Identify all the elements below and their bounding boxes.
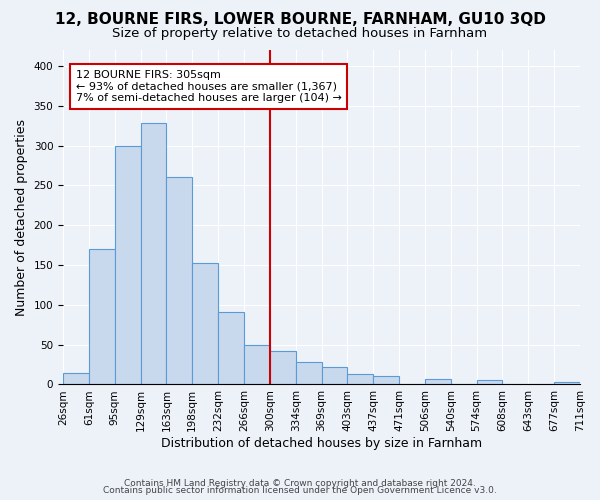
Bar (244, 344, 270, 385)
Text: Contains public sector information licensed under the Open Government Licence v3: Contains public sector information licen… (103, 486, 497, 495)
Text: Contains HM Land Registry data © Crown copyright and database right 2024.: Contains HM Land Registry data © Crown c… (124, 478, 476, 488)
Bar (347, 374, 373, 384)
Bar (296, 362, 322, 384)
Bar (270, 351, 296, 384)
Bar (140, 124, 166, 384)
Text: 12 BOURNE FIRS: 305sqm
← 93% of detached houses are smaller (1,367)
7% of semi-d: 12 BOURNE FIRS: 305sqm ← 93% of detached… (76, 70, 342, 103)
Bar (89, 249, 115, 384)
Bar (63, 374, 89, 384)
X-axis label: Distribution of detached houses by size in Farnham: Distribution of detached houses by size … (161, 437, 482, 450)
Bar (373, 376, 399, 384)
Bar (192, 264, 218, 384)
Bar (425, 379, 451, 384)
Bar (166, 178, 192, 384)
Bar (476, 380, 502, 384)
Bar (218, 312, 244, 384)
Bar (322, 367, 347, 384)
Text: Size of property relative to detached houses in Farnham: Size of property relative to detached ho… (112, 28, 488, 40)
Bar (554, 382, 580, 384)
Text: 12, BOURNE FIRS, LOWER BOURNE, FARNHAM, GU10 3QD: 12, BOURNE FIRS, LOWER BOURNE, FARNHAM, … (55, 12, 545, 28)
Y-axis label: Number of detached properties: Number of detached properties (15, 118, 28, 316)
Bar (115, 146, 140, 384)
